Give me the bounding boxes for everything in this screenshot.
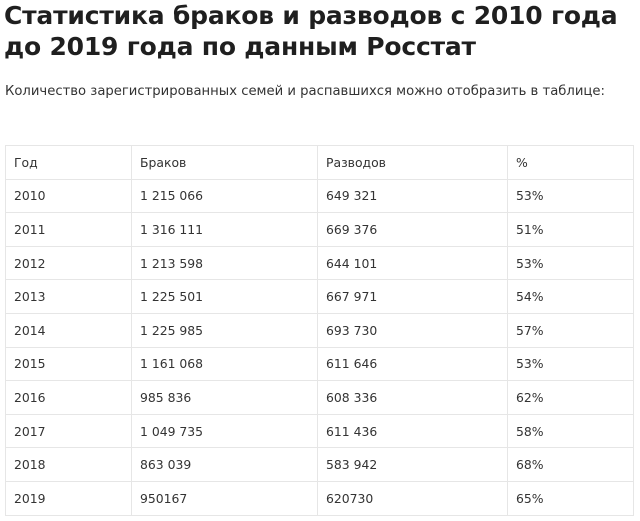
cell-percent: 53% — [507, 346, 634, 382]
cell-year: 2018 — [5, 447, 132, 482]
table-row: 2017 1 049 735 611 436 58% — [5, 413, 634, 449]
cell-marriages: 950167 — [131, 480, 318, 516]
cell-divorces: 649 321 — [317, 178, 508, 214]
cell-marriages: 1 225 985 — [131, 312, 318, 348]
cell-marriages: 1 316 111 — [131, 212, 318, 247]
cell-year: 2010 — [5, 178, 132, 214]
cell-percent: 51% — [507, 212, 634, 247]
cell-marriages: 863 039 — [131, 447, 318, 482]
table-row: 2013 1 225 501 667 971 54% — [5, 279, 634, 314]
cell-percent: 65% — [507, 480, 634, 516]
page-title: Статистика браков и разводов с 2010 года… — [4, 1, 618, 61]
cell-year: 2015 — [5, 346, 132, 382]
cell-divorces: 644 101 — [317, 245, 508, 281]
cell-percent: 54% — [507, 279, 634, 314]
cell-percent: 68% — [507, 447, 634, 482]
table-header-row: Год Браков Разводов % — [5, 145, 634, 180]
cell-percent: 62% — [507, 380, 634, 415]
table-row: 2016 985 836 608 336 62% — [5, 380, 634, 415]
table-row: 2011 1 316 111 669 376 51% — [5, 212, 634, 247]
cell-year: 2017 — [5, 413, 132, 449]
table-row: 2014 1 225 985 693 730 57% — [5, 312, 634, 348]
cell-divorces: 693 730 — [317, 312, 508, 348]
cell-divorces: 611 436 — [317, 413, 508, 449]
header-divorces: Разводов — [317, 145, 508, 180]
cell-divorces: 667 971 — [317, 279, 508, 314]
cell-divorces: 620730 — [317, 480, 508, 516]
cell-marriages: 1 213 598 — [131, 245, 318, 281]
cell-marriages: 1 049 735 — [131, 413, 318, 449]
cell-year: 2016 — [5, 380, 132, 415]
cell-divorces: 608 336 — [317, 380, 508, 415]
cell-year: 2011 — [5, 212, 132, 247]
header-year: Год — [5, 145, 132, 180]
cell-percent: 58% — [507, 413, 634, 449]
cell-percent: 53% — [507, 178, 634, 214]
cell-year: 2012 — [5, 245, 132, 281]
cell-percent: 57% — [507, 312, 634, 348]
cell-divorces: 583 942 — [317, 447, 508, 482]
statistics-table: Год Браков Разводов % 2010 1 215 066 649… — [5, 145, 634, 516]
cell-marriages: 1 161 068 — [131, 346, 318, 382]
intro-text: Количество зарегистрированных семей и ра… — [5, 84, 605, 99]
cell-year: 2013 — [5, 279, 132, 314]
header-marriages: Браков — [131, 145, 318, 180]
cell-marriages: 985 836 — [131, 380, 318, 415]
cell-marriages: 1 225 501 — [131, 279, 318, 314]
table-row: 2012 1 213 598 644 101 53% — [5, 245, 634, 281]
cell-year: 2019 — [5, 480, 132, 516]
cell-marriages: 1 215 066 — [131, 178, 318, 214]
table-row: 2015 1 161 068 611 646 53% — [5, 346, 634, 382]
table-row: 2010 1 215 066 649 321 53% — [5, 178, 634, 214]
cell-divorces: 611 646 — [317, 346, 508, 382]
cell-percent: 53% — [507, 245, 634, 281]
header-percent: % — [507, 145, 634, 180]
cell-divorces: 669 376 — [317, 212, 508, 247]
table-row: 2018 863 039 583 942 68% — [5, 447, 634, 482]
table-row: 2019 950167 620730 65% — [5, 480, 634, 516]
cell-year: 2014 — [5, 312, 132, 348]
